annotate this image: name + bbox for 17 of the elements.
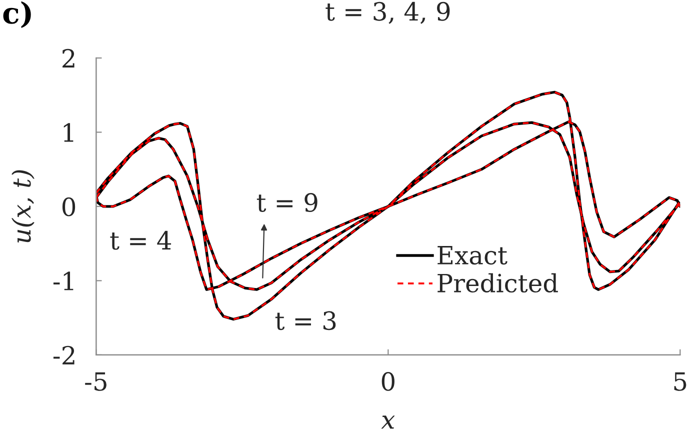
chart-title: t = 3, 4, 9 [326,2,450,24]
annotation: t = 3 [275,311,336,330]
x-axis-title: x [381,416,395,429]
y-tick-label: -2 [53,346,74,364]
y-tick-label: 1 [64,123,74,142]
y-tick-label: 0 [62,197,76,216]
y-tick-label: -1 [53,272,74,290]
annotation: t = 4 [110,230,172,250]
annotation: t = 9 [256,193,318,212]
x-tick-label: 0 [382,372,394,391]
text: c) [3,1,31,28]
y-tick-label: 2 [62,48,74,68]
y-axis-title: u(x, t) [12,170,34,243]
legend-label: Predicted [438,273,558,293]
legend-label: Exact [438,246,508,265]
x-tick-label: 5 [674,372,686,391]
x-tick-label: -5 [85,372,106,391]
